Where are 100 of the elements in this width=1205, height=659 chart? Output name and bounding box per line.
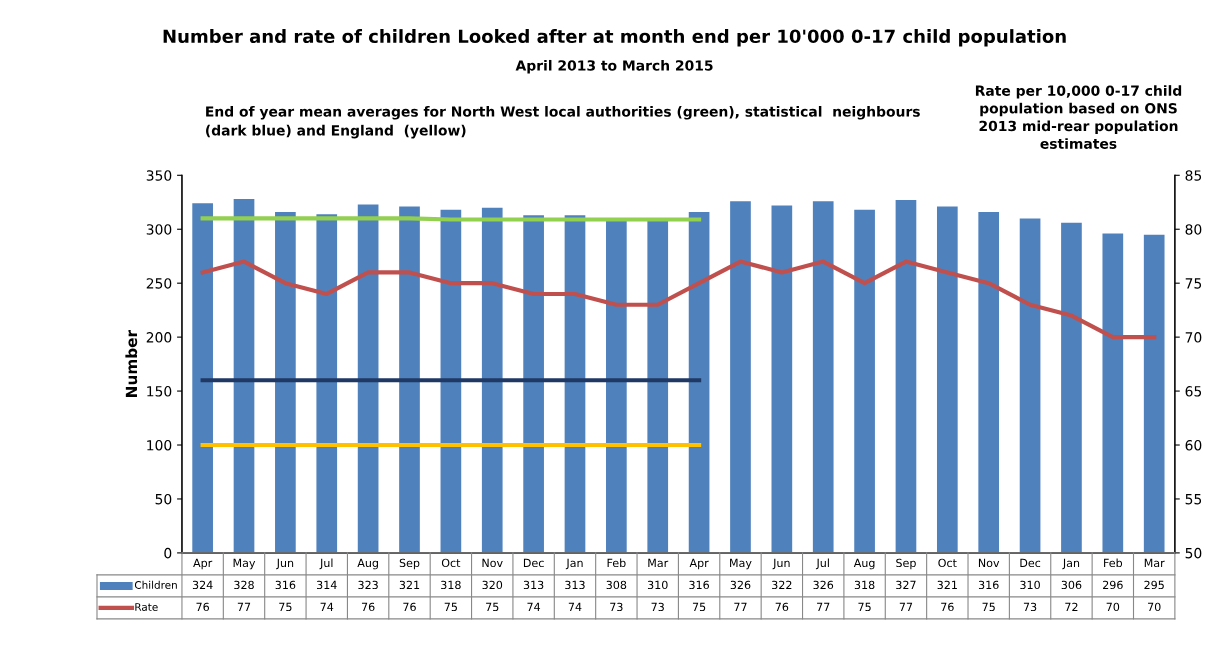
x-tick-label: Oct — [441, 558, 461, 568]
bar — [523, 215, 544, 553]
data-label: 318 — [854, 580, 875, 590]
bar — [481, 207, 503, 553]
bar — [357, 204, 379, 553]
legend-label: Children — [134, 580, 177, 589]
x-tick-label: Jun — [276, 558, 294, 570]
x-tick-label: Jan — [1062, 558, 1080, 570]
y2-tick-label: 80 — [1185, 224, 1202, 235]
x-tick-label: Mar — [1144, 558, 1165, 568]
bar — [854, 209, 875, 553]
y2-tick-label: 65 — [1185, 386, 1202, 397]
data-label: 327 — [896, 580, 916, 590]
x-tick-label: Jan — [565, 558, 583, 570]
y-tick-label: 100 — [147, 439, 172, 451]
x-tick-label: Dec — [523, 558, 544, 568]
data-label: 77 — [899, 602, 913, 611]
y-tick-label: 0 — [164, 547, 172, 559]
bar — [192, 203, 213, 553]
x-tick-label: Apr — [193, 558, 213, 570]
data-label: 73 — [651, 602, 664, 612]
x-tick-label: Feb — [607, 558, 626, 568]
y-tick-label: 200 — [146, 332, 172, 343]
bar — [275, 211, 296, 553]
data-label: 75 — [279, 602, 292, 612]
y-tick-label: 350 — [146, 170, 172, 181]
data-label: 77 — [817, 602, 830, 611]
data-label: 75 — [444, 602, 457, 612]
x-tick-label: May — [730, 558, 752, 570]
bar — [688, 211, 710, 553]
legend-label: Rate — [135, 603, 158, 611]
data-label: 77 — [734, 602, 747, 611]
data-label: 76 — [775, 602, 789, 612]
x-tick-label: Oct — [938, 558, 957, 568]
x-tick-label: Aug — [357, 558, 378, 570]
data-label: 320 — [482, 580, 503, 590]
data-label: 76 — [196, 602, 210, 612]
bar — [812, 201, 834, 553]
chart-subtitle: April 2013 to March 2015 — [515, 59, 713, 74]
bar — [730, 201, 751, 553]
data-label: 322 — [772, 580, 792, 590]
chart-title: Number and rate of children Looked after at month end per 10'000 0-17 child population — [163, 29, 1066, 47]
data-label: 310 — [647, 580, 668, 590]
data-label: 74 — [568, 602, 582, 611]
x-tick-label: Nov — [482, 558, 503, 568]
data-label: 75 — [858, 602, 871, 612]
bar — [399, 206, 420, 553]
text: Rate per 10,000 0-17 child population based on ONS 2013 mid-rear population estimates — [975, 85, 1182, 149]
data-label: 77 — [237, 602, 251, 611]
data-label: 72 — [1065, 602, 1078, 611]
bar — [1019, 218, 1041, 553]
x-tick-label: Apr — [689, 558, 709, 570]
x-tick-label: Jun — [772, 558, 790, 570]
y2-tick-label: 70 — [1185, 332, 1202, 343]
text: End of year mean averages for North West local authorities (green), statistical neighbours (dark blue) and England (yellow) — [206, 106, 920, 139]
x-tick-label: Dec — [1020, 558, 1041, 568]
bar — [440, 209, 462, 553]
x-tick-label: May — [233, 558, 256, 570]
data-label: 76 — [361, 602, 375, 612]
x-tick-label: Sep — [896, 558, 916, 570]
data-label: 310 — [1020, 580, 1040, 590]
data-label: 76 — [941, 602, 954, 612]
x-tick-label: Jul — [815, 558, 829, 570]
data-label: 316 — [978, 580, 999, 590]
data-label: 316 — [275, 580, 296, 590]
data-label: 316 — [689, 580, 709, 590]
data-label: 324 — [192, 580, 213, 590]
data-label: 314 — [317, 580, 337, 590]
bar — [771, 205, 793, 553]
bar — [936, 206, 958, 553]
y-tick-label: 150 — [147, 386, 172, 397]
x-tick-label: Sep — [399, 558, 420, 570]
bar — [1102, 233, 1124, 553]
y-tick-label: 50 — [155, 493, 172, 505]
data-label: 75 — [486, 602, 499, 612]
y-tick-label: 300 — [146, 224, 172, 235]
data-label: 318 — [441, 580, 461, 590]
line-series — [200, 259, 1157, 340]
y2-tick-label: 85 — [1185, 170, 1202, 181]
data-label: 75 — [982, 602, 995, 612]
bar — [316, 214, 338, 553]
y2-tick-label: 75 — [1185, 278, 1202, 289]
x-tick-label: Feb — [1104, 558, 1123, 568]
data-label: 296 — [1103, 580, 1123, 590]
data-label: 75 — [692, 602, 706, 612]
data-label: 313 — [565, 580, 585, 590]
x-tick-label: Mar — [648, 558, 669, 568]
data-label: 73 — [610, 602, 623, 612]
data-label: 70 — [1106, 602, 1120, 612]
y2-tick-label: 50 — [1185, 547, 1202, 559]
data-label: 70 — [1148, 602, 1161, 612]
data-label: 323 — [358, 580, 378, 590]
data-label: 321 — [937, 580, 957, 590]
data-label: 74 — [527, 602, 541, 611]
bar — [1061, 222, 1082, 553]
y2-tick-label: 60 — [1185, 439, 1202, 451]
bar — [978, 211, 1000, 553]
data-label: 295 — [1144, 580, 1164, 590]
bar — [233, 199, 255, 553]
data-label: 74 — [320, 602, 334, 611]
